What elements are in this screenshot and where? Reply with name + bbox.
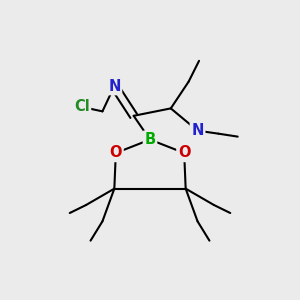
Text: Cl: Cl	[74, 99, 89, 114]
Text: B: B	[144, 132, 156, 147]
Text: O: O	[178, 146, 190, 160]
Text: N: N	[108, 79, 121, 94]
Text: N: N	[191, 123, 204, 138]
Text: O: O	[110, 146, 122, 160]
